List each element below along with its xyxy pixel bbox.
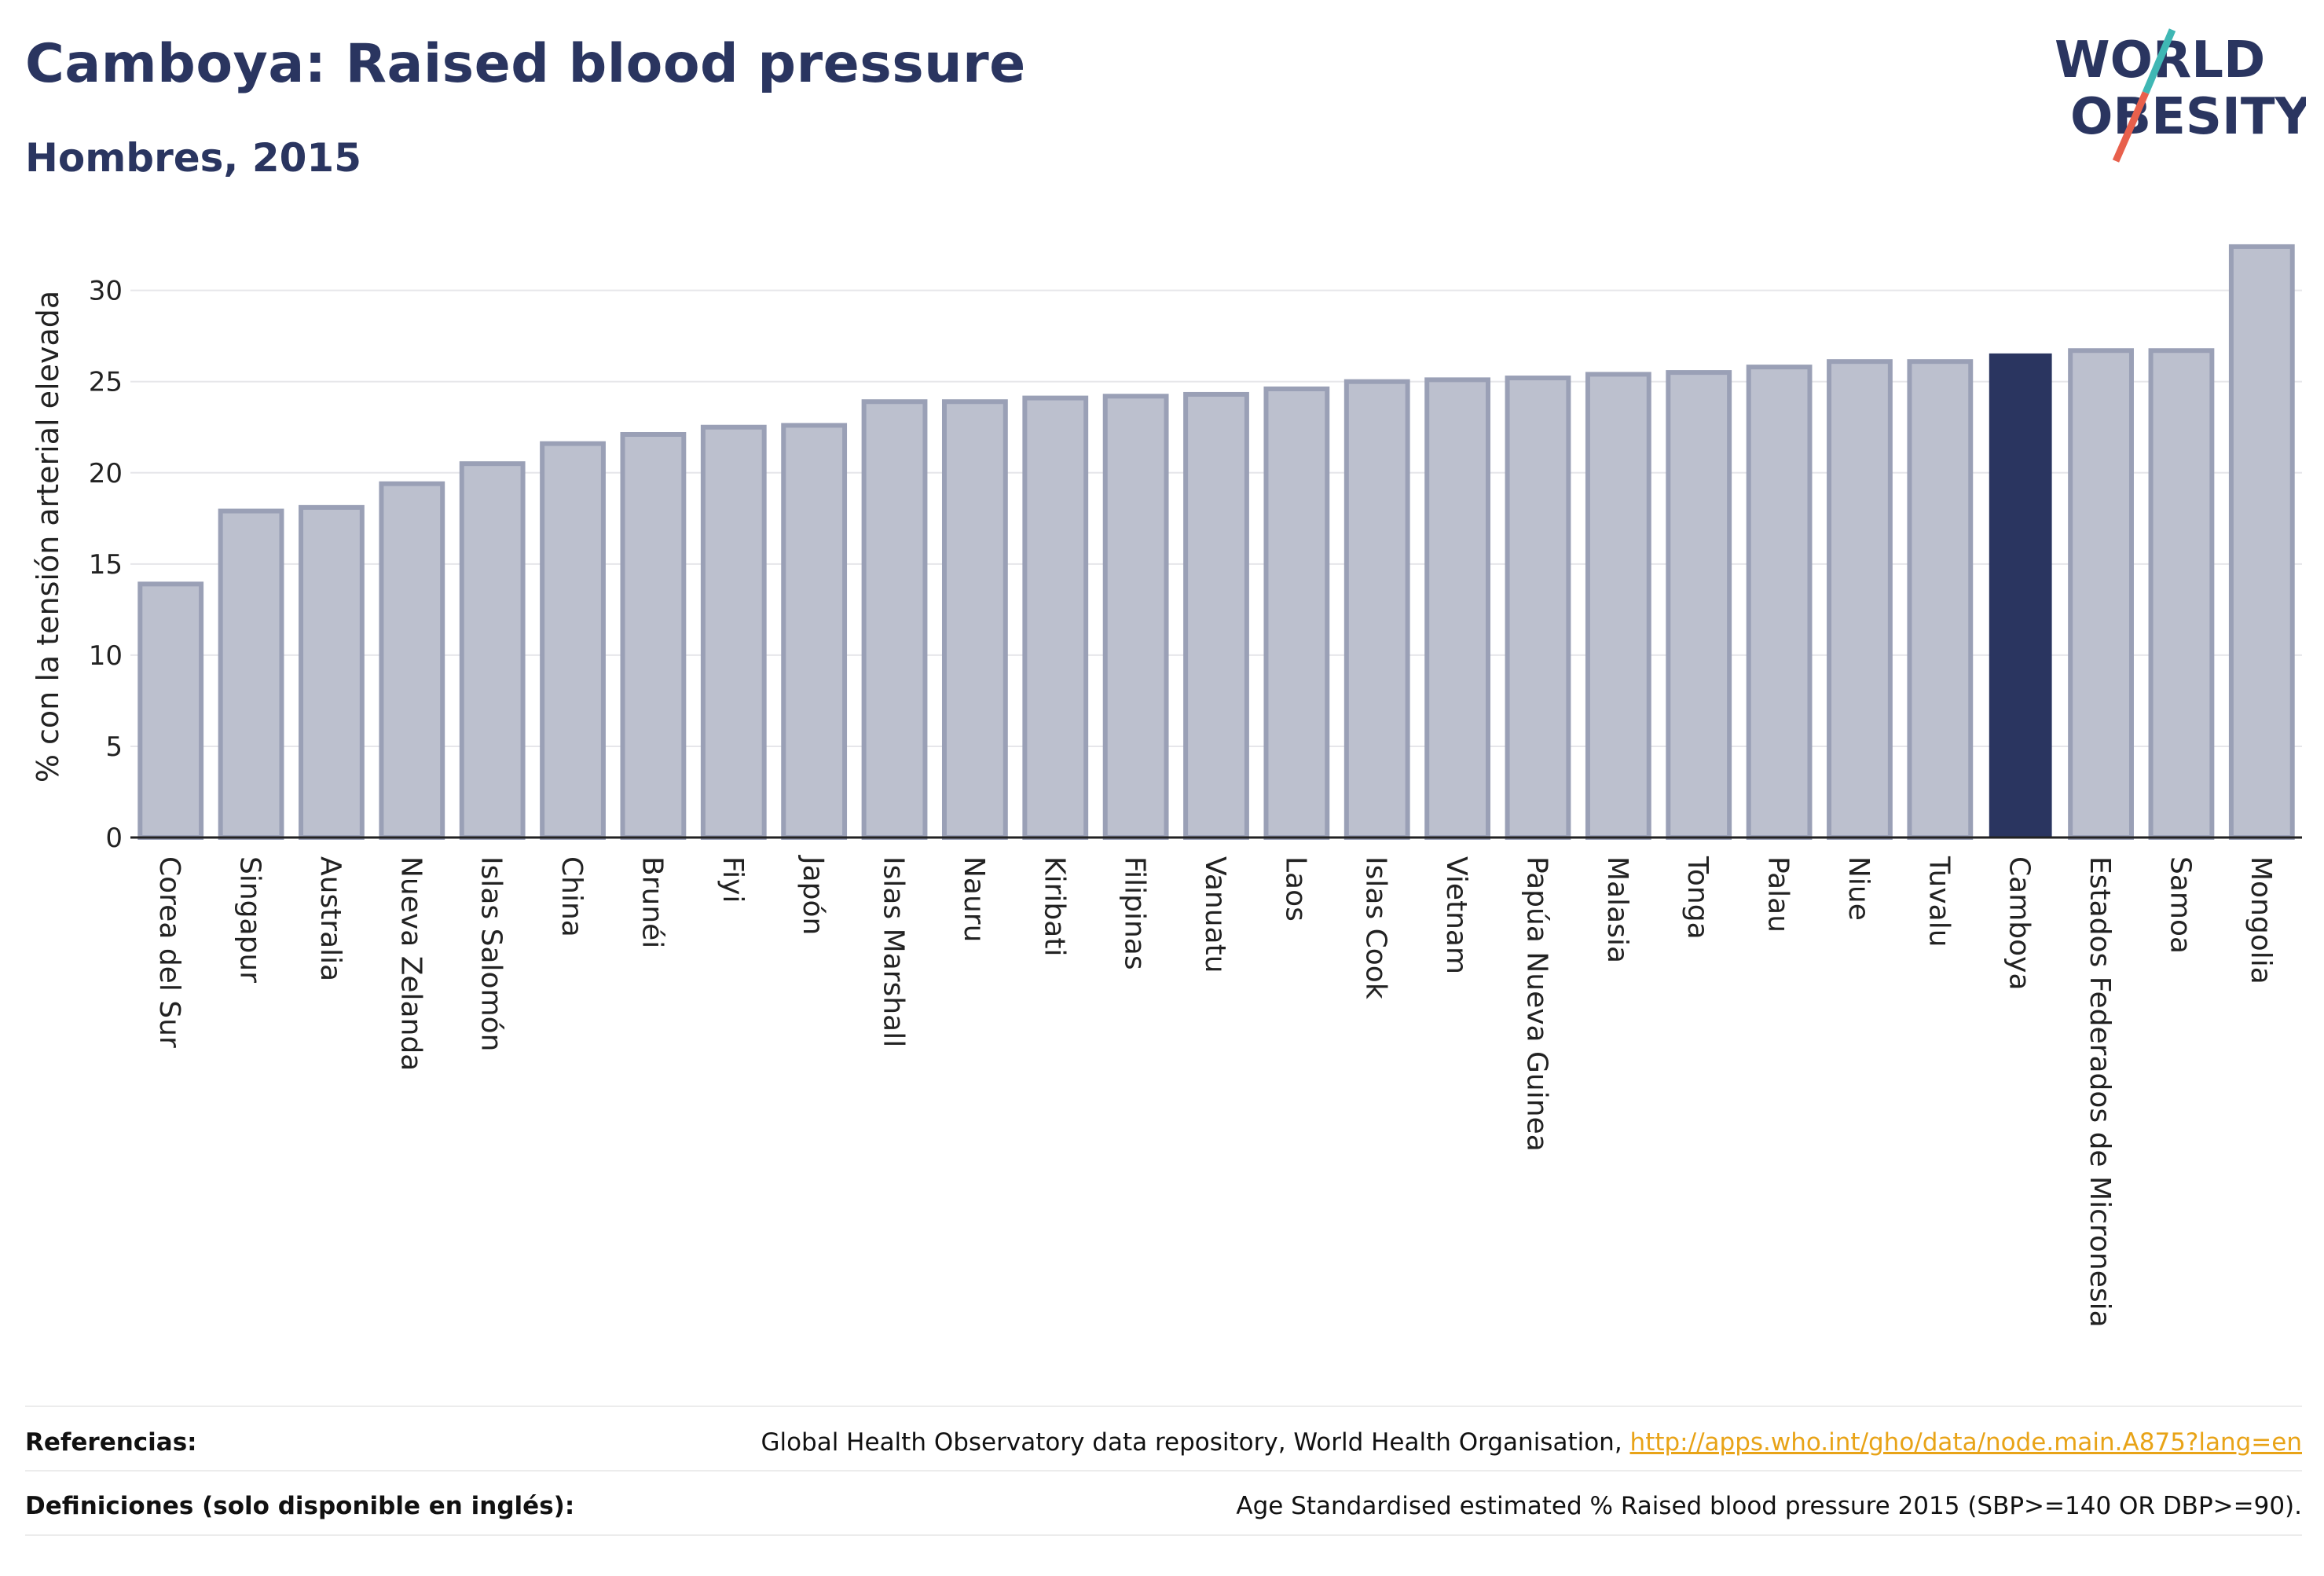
- footer-rule-bottom: [25, 1534, 2302, 1536]
- x-tick-label: Islas Cook: [1360, 856, 1392, 999]
- x-tick-label: Islas Salomón: [475, 856, 508, 1051]
- bar: [861, 399, 928, 841]
- x-tick-label: Tonga: [1681, 856, 1714, 940]
- bar: [137, 581, 204, 840]
- definitions-label: Definiciones (solo disponible en inglés)…: [25, 1492, 575, 1520]
- bar: [1505, 376, 1571, 840]
- definitions-row: Definiciones (solo disponible en inglés)…: [25, 1489, 2302, 1523]
- bar: [1102, 394, 1169, 840]
- bar: [1343, 379, 1410, 840]
- x-tick-label: Japón: [797, 855, 829, 935]
- y-tick-label: 15: [89, 549, 123, 581]
- bar-highlight: [1989, 353, 2052, 838]
- x-tick-label: Mongolia: [2245, 856, 2277, 984]
- y-tick-label: 5: [105, 731, 123, 763]
- x-tick-label: Malasia: [1601, 856, 1633, 963]
- bar: [941, 399, 1008, 841]
- x-tick-label: Papúa Nueva Guinea: [1520, 856, 1552, 1152]
- y-tick-label: 25: [89, 367, 123, 398]
- bar: [2148, 348, 2215, 840]
- chart-title: Camboya: Raised blood pressure: [25, 33, 1026, 95]
- bar: [1827, 359, 1893, 840]
- x-tick-label: Corea del Sur: [153, 856, 185, 1048]
- logo-slash-red: [2112, 91, 2150, 163]
- references-row: Referencias: Global Health Observatory d…: [25, 1425, 2302, 1460]
- x-tick-label: Brunéi: [636, 856, 668, 948]
- logo-slash-teal: [2142, 28, 2176, 94]
- x-tick-label: Kiribati: [1038, 856, 1070, 956]
- x-tick-label: Tuvalu: [1923, 856, 1955, 947]
- bar: [620, 432, 687, 840]
- bar: [218, 508, 284, 841]
- logo-line-2: OBESITY: [2070, 88, 2306, 146]
- bar: [1666, 370, 1732, 841]
- x-tick-label: Nueva Zelanda: [394, 856, 427, 1071]
- footer-rule-middle: [25, 1470, 2302, 1472]
- x-tick-label: China: [555, 856, 588, 937]
- bar-chart: 0 5 10 15 20 25 30 % con la tensión arterial el…: [31, 244, 2302, 1328]
- x-tick-label: Nauru: [958, 856, 990, 942]
- x-tick-label: Islas Marshall: [878, 856, 910, 1047]
- bar: [1746, 365, 1813, 840]
- x-tick-label: Laos: [1279, 856, 1311, 922]
- y-tick-label: 10: [89, 640, 123, 672]
- bar: [1183, 391, 1249, 841]
- x-tick-label: Australia: [314, 856, 346, 981]
- bar: [1585, 372, 1651, 840]
- footer-rule-top: [25, 1406, 2302, 1407]
- bar: [1424, 377, 1491, 841]
- references-value: Global Health Observatory data repositor…: [761, 1428, 2302, 1457]
- x-tick-label: Filipinas: [1119, 856, 1151, 970]
- bar: [299, 504, 365, 840]
- bar: [540, 441, 606, 840]
- bar: [459, 461, 526, 840]
- y-tick-label: 20: [89, 458, 123, 489]
- x-tick-label: Fiyi: [717, 856, 749, 903]
- y-tick-label: 30: [89, 276, 123, 307]
- definitions-text: Age Standardised estimated % Raised bloo…: [1236, 1492, 2302, 1520]
- bar: [2068, 348, 2134, 840]
- x-tick-label: Niue: [1842, 856, 1875, 921]
- x-tick-label: Vietnam: [1440, 856, 1472, 974]
- y-axis-label: % con la tensión arterial elevada: [31, 291, 65, 783]
- bar: [1022, 395, 1089, 840]
- bar: [781, 423, 848, 840]
- bar: [1907, 359, 1974, 840]
- bar: [379, 481, 445, 841]
- x-tick-label: Samoa: [2164, 856, 2196, 954]
- world-obesity-logo: WORLD OBESITY: [2055, 28, 2306, 163]
- references-text: Global Health Observatory data repositor…: [761, 1428, 1622, 1457]
- bar: [700, 424, 767, 840]
- references-link[interactable]: http://apps.who.int/gho/data/node.main.A…: [1629, 1428, 2302, 1457]
- x-tick-label: Camboya: [2003, 856, 2036, 991]
- x-tick-label: Estados Federados de Micronesia: [2084, 856, 2116, 1328]
- x-tick-label: Vanuatu: [1199, 856, 1231, 973]
- references-label: Referencias:: [25, 1428, 197, 1457]
- bar: [2228, 244, 2295, 841]
- bar: [1263, 386, 1330, 840]
- x-tick-label: Palau: [1762, 856, 1794, 933]
- x-tick-label: Singapur: [234, 856, 266, 983]
- chart-subtitle: Hombres, 2015: [25, 135, 361, 181]
- y-tick-label: 0: [105, 823, 123, 854]
